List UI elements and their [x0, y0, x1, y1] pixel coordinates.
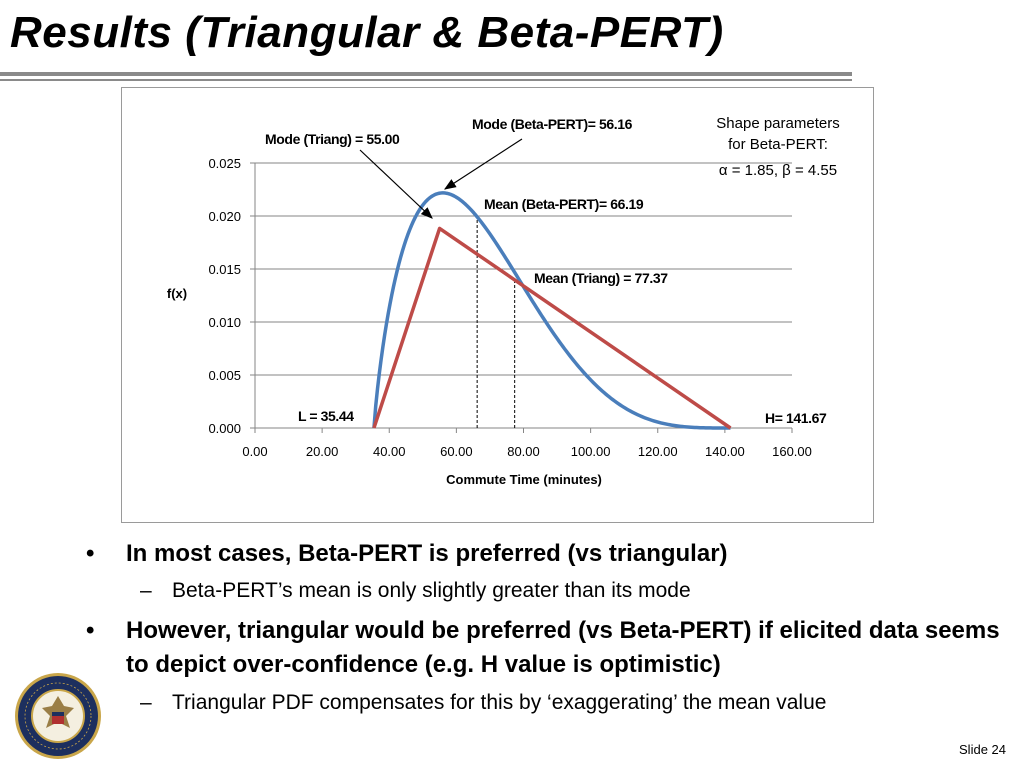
y-tick-label: 0.000	[208, 421, 241, 436]
arrow-mode-triang	[359, 149, 433, 219]
y-axis-label: f(x)	[167, 286, 187, 301]
annotation-mean-beta: Mean (Beta-PERT)= 66.19	[484, 196, 644, 212]
bullet-text: However, triangular would be preferred (…	[126, 617, 1000, 678]
pdf-chart: 0.000 0.005 0.010 0.015 0.020 0.025 0.00 20.00…	[167, 115, 840, 487]
slide-number: Slide 24	[959, 742, 1006, 757]
x-tick-label: 60.00	[440, 444, 473, 459]
bullet-text: In most cases, Beta-PERT is preferred (v…	[126, 540, 728, 567]
x-tick-label: 120.00	[638, 444, 678, 459]
x-tick-label: 40.00	[373, 444, 406, 459]
x-tick-label: 80.00	[507, 444, 540, 459]
x-tick-label: 100.00	[571, 444, 611, 459]
mean-lines	[476, 218, 516, 428]
x-tick-label: 160.00	[772, 444, 812, 459]
title-rule-thick	[0, 72, 852, 76]
y-tick-label: 0.025	[208, 156, 241, 171]
shape-note-line-2: for Beta-PERT:	[728, 136, 828, 153]
x-tick-label: 140.00	[705, 444, 745, 459]
bullet-dot-icon: •	[86, 617, 95, 644]
annotation-high: H= 141.67	[765, 410, 827, 426]
chart-frame: 0.000 0.005 0.010 0.015 0.020 0.025 0.00 20.00…	[121, 87, 874, 523]
y-tick-labels: 0.000 0.005 0.010 0.015 0.020 0.025	[208, 156, 255, 436]
sub-bullet-text: Triangular PDF compensates for this by ‘…	[172, 691, 827, 714]
y-tick-label: 0.020	[208, 209, 241, 224]
y-tick-label: 0.010	[208, 315, 241, 330]
beta-pert-curve	[372, 191, 731, 430]
arrow-mode-beta	[443, 138, 523, 190]
annotation-mean-triang: Mean (Triang) = 77.37	[534, 270, 668, 286]
series	[372, 191, 732, 430]
bullet-dot-icon: •	[86, 540, 95, 567]
sub-bullet-dash-icon: –	[140, 691, 152, 714]
title-rule-thin	[0, 79, 852, 81]
shape-note-line-1: Shape parameters	[716, 115, 839, 132]
x-tick-label: 0.00	[242, 444, 267, 459]
x-tick-labels: 0.00 20.00 40.00 60.00 80.00 100.00 120.00 140.…	[242, 428, 812, 459]
y-tick-label: 0.005	[208, 368, 241, 383]
x-tick-label: 20.00	[306, 444, 339, 459]
annotation-low: L = 35.44	[298, 408, 354, 424]
sub-bullet-text: Beta-PERT’s mean is only slightly greate…	[172, 579, 691, 602]
navy-seal-logo	[15, 673, 101, 759]
gridlines	[255, 162, 792, 376]
slide-title: Results (Triangular & Beta-PERT)	[10, 8, 724, 57]
x-axis-label: Commute Time (minutes)	[446, 472, 602, 487]
sub-bullet-dash-icon: –	[140, 579, 152, 602]
shape-note-line-3: α = 1.85, β = 4.55	[719, 162, 837, 179]
annotation-mode-triang: Mode (Triang) = 55.00	[265, 131, 400, 147]
y-tick-label: 0.015	[208, 262, 241, 277]
annotation-mode-beta: Mode (Beta-PERT)= 56.16	[472, 116, 633, 132]
triangular-curve	[372, 226, 732, 430]
